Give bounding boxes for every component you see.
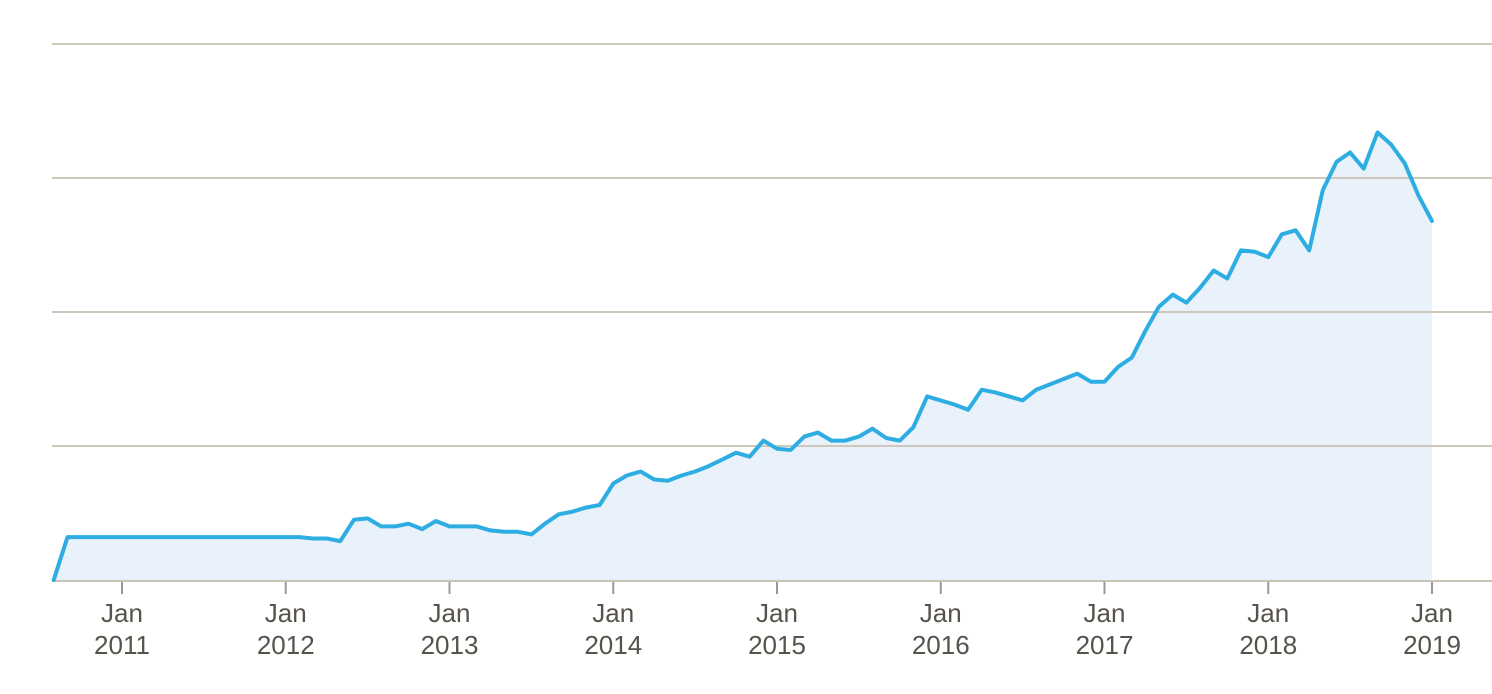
x-axis-tick-label: Jan 2016 [912, 598, 970, 660]
x-axis-tick-label: Jan 2015 [748, 598, 806, 660]
x-axis-tick-label: Jan 2014 [584, 598, 642, 660]
x-axis-tick-label: Jan 2019 [1403, 598, 1461, 660]
x-axis-tick-label: Jan 2011 [94, 598, 150, 660]
x-axis-tick-label: Jan 2017 [1076, 598, 1134, 660]
x-axis-tick-label: Jan 2013 [421, 598, 479, 660]
x-axis-tick-label: Jan 2018 [1239, 598, 1297, 660]
series-line [51, 130, 1434, 582]
x-axis-tick-label: Jan 2012 [257, 598, 315, 660]
series-area [53, 132, 1433, 580]
